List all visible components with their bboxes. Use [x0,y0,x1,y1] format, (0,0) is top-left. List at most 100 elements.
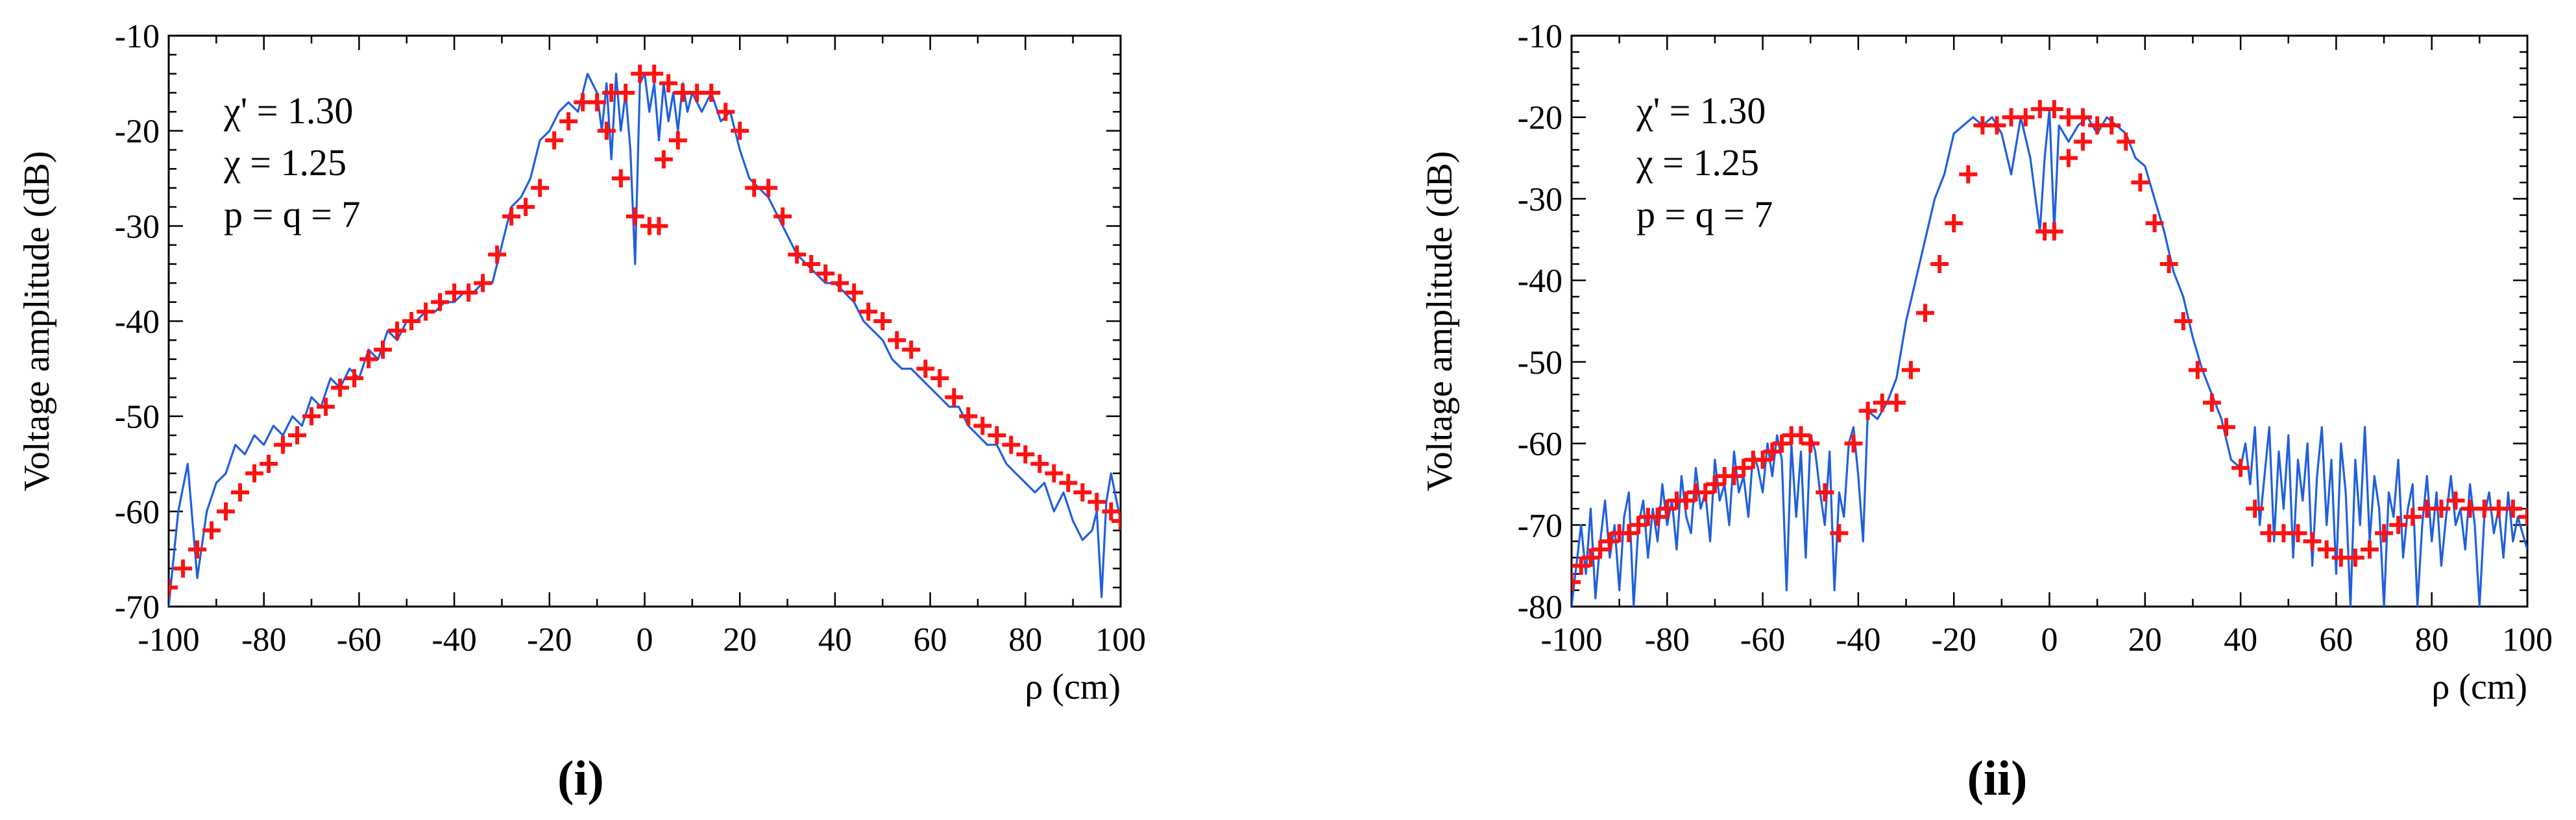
measured-point-marker [1016,445,1035,464]
measured-point-marker [2217,418,2235,437]
x-tick-label: -100 [138,621,199,658]
measured-point-marker [1705,475,1724,494]
measured-point-marker [2074,132,2093,151]
measured-point-marker [1677,491,1695,510]
measured-point-marker [702,84,721,102]
measured-point-marker [188,540,207,559]
y-axis-label: Voltage amplitude (dB) [1420,151,1460,492]
measured-point-marker [317,398,335,416]
measured-point-marker [1002,435,1021,454]
parameter-annotation: p = q = 7 [1636,193,1773,235]
measured-point-marker [274,435,293,454]
measured-point-marker [611,169,630,187]
measured-point-marker [731,121,749,140]
measured-point-marker [716,102,735,121]
measured-point-marker [374,341,393,359]
x-tick-label: 40 [818,621,852,658]
measured-point-marker [1930,255,1949,273]
measured-point-marker [502,207,521,226]
measured-point-marker [1916,304,1935,322]
x-tick-label: 40 [2224,621,2257,658]
measured-point-marker [2131,173,2150,192]
y-tick-label: -70 [1518,507,1562,544]
measured-point-marker [2375,524,2394,542]
parameter-annotation: p = q = 7 [224,193,360,235]
x-tick-label: 60 [914,621,947,658]
measured-point-marker [1773,434,1792,453]
measured-point-marker [2117,132,2135,151]
measured-point-marker [559,112,578,130]
measured-point-marker [2432,500,2451,518]
x-tick-label: 20 [723,621,757,658]
x-tick-label: 100 [1095,621,1146,658]
measured-point-marker [654,150,673,169]
measured-point-marker [788,245,807,264]
measured-point-marker [816,264,835,283]
y-axis-label: Voltage amplitude (dB) [17,151,57,492]
series-group [169,64,1121,607]
measured-point-marker [1581,548,1600,567]
measured-point-marker [1045,464,1063,483]
measured-point-marker [2174,312,2193,330]
measured-point-marker [2074,108,2093,127]
measured-point-marker [759,178,778,197]
measured-point-marker [1088,492,1106,511]
measured-point-marker [402,312,421,330]
measured-point-marker [2231,459,2250,477]
measured-point-marker [1734,459,1753,477]
x-axis-label: ρ (cm) [2431,667,2527,707]
measured-point-marker [2246,500,2265,518]
measured-point-marker [1725,466,1744,485]
x-tick-label: 0 [2041,621,2058,658]
y-tick-label: -40 [1518,263,1562,300]
measured-point-marker [902,341,921,359]
measured-point-marker [1801,434,1820,453]
measured-point-marker [1102,502,1121,521]
measured-point-marker [2518,507,2527,526]
measured-point-marker [488,245,507,264]
measured-point-marker [2145,214,2164,233]
panel-label: (i) [557,751,604,806]
measured-point-marker [988,426,1006,444]
measured-point-marker [359,350,378,368]
measured-point-marker [260,455,278,473]
measured-point-marker [331,378,350,397]
simulated-series-line [169,73,1121,607]
measured-point-marker [2360,540,2379,559]
measured-point-marker [1959,165,1978,184]
x-tick-label: -40 [1836,621,1880,658]
measured-point-marker [169,578,178,597]
y-tick-label: -80 [1518,589,1562,626]
measured-point-marker [545,131,564,150]
y-tick-label: -30 [1518,181,1562,218]
measured-point-marker [873,312,892,330]
measured-point-marker [916,359,935,378]
x-tick-label: 60 [2319,621,2353,658]
measured-point-marker [616,84,635,102]
measured-point-marker [288,426,307,444]
x-tick-label: -20 [527,621,572,658]
measured-point-marker [2102,116,2121,135]
measured-point-marker [174,559,193,578]
measured-point-marker [930,369,949,387]
y-tick-label: -10 [115,18,160,55]
measured-point-marker [231,483,250,501]
measured-point-marker [845,283,864,302]
x-tick-label: -20 [1932,621,1976,658]
measured-point-marker [1591,540,1610,559]
x-tick-label: -80 [241,621,286,658]
measured-point-marker [1901,361,1920,380]
y-tick-label: -60 [115,494,160,531]
x-tick-label: 100 [2502,621,2553,658]
measured-point-marker [802,255,821,273]
measured-point-marker [1600,532,1619,551]
measured-point-marker [1753,450,1772,469]
measured-point-marker [459,283,478,302]
y-tick-label: -70 [115,589,160,626]
measured-point-marker [2503,500,2522,518]
measured-point-marker [1073,483,1092,501]
measured-point-marker [2346,548,2364,567]
measured-point-marker [1844,434,1863,453]
measured-point-marker [659,74,678,93]
